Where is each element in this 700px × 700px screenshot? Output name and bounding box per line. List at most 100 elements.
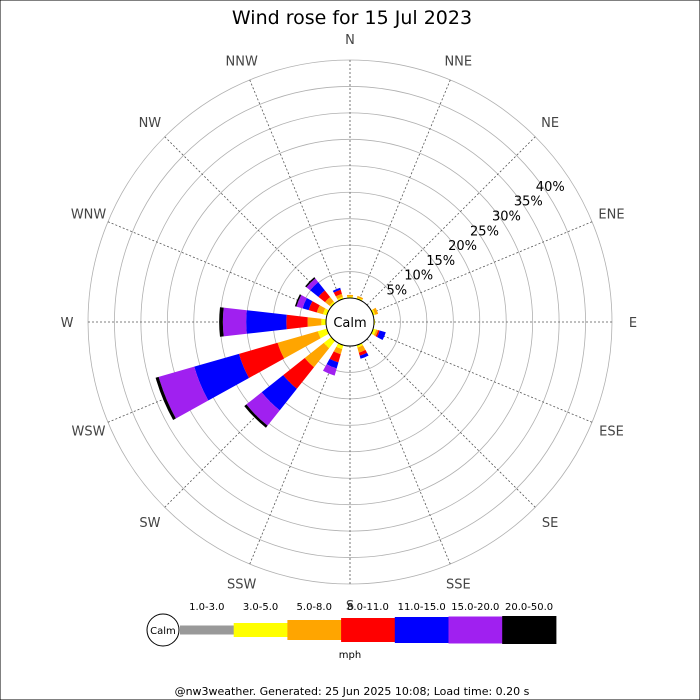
wind-bar-wnw-bin4	[302, 298, 313, 311]
radial-tick-label: 30%	[492, 209, 521, 224]
wind-bar-ese-bin1	[370, 328, 377, 336]
wind-bar-wsw-bin2	[277, 331, 321, 359]
wind-bar-sw-bin4	[261, 375, 297, 411]
direction-label-nne: NNE	[444, 55, 472, 70]
calm-center: Calm	[325, 297, 375, 347]
legend-bin-label: 15.0-20.0	[451, 602, 499, 613]
direction-label-s: S	[346, 599, 354, 614]
legend-calm-label: Calm	[150, 626, 176, 637]
direction-label-sse: SSE	[446, 577, 471, 592]
legend-swatch-3	[341, 618, 396, 642]
wind-bar-nw-bin5	[306, 278, 319, 291]
direction-label-ssw: SSW	[227, 577, 257, 592]
legend-swatch-6	[502, 616, 557, 644]
wind-bar-sw-bin5	[246, 392, 280, 426]
wind-bar-wsw-bin3	[238, 342, 285, 378]
legend-bin-label: 20.0-50.0	[505, 602, 553, 613]
radial-tick-labels: 5%10%15%20%25%30%35%40%	[386, 180, 564, 299]
wind-bar-sse-bin2	[357, 345, 366, 353]
direction-label-ne: NE	[541, 116, 559, 131]
wind-bar-w-bin5	[222, 307, 247, 337]
wind-bar-sse-bin3	[358, 349, 368, 356]
wind-bar-wsw-bin4	[194, 353, 249, 401]
wind-bar-wnw-bin2	[316, 305, 326, 315]
wind-bar-w-bin1	[321, 318, 327, 326]
radial-tick-label: 25%	[470, 224, 499, 239]
radial-tick-label: 20%	[448, 239, 477, 254]
polar-grid	[87, 59, 613, 585]
wind-bar-wnw-bin3	[308, 301, 320, 313]
wind-bar-sw-bin3	[283, 358, 314, 389]
grid-ring	[166, 138, 534, 506]
wind-bar-sse-bin1	[356, 342, 363, 348]
wind-bar-wnw-bin6	[294, 294, 302, 307]
radial-tick-label: 40%	[536, 180, 565, 195]
legend-bin-label: 3.0-5.0	[243, 602, 278, 613]
wind-bar-nne-bin2	[357, 295, 364, 300]
calm-circle	[325, 297, 375, 347]
direction-label-nw: NW	[139, 116, 162, 131]
wind-bar-wnw-bin5	[296, 294, 307, 309]
wind-bar-ssw-bin5	[322, 364, 337, 376]
direction-label-sw: SW	[139, 516, 160, 531]
direction-label-nnw: NNW	[226, 55, 258, 70]
wind-bar-ene-bin1	[370, 309, 376, 316]
direction-label-wsw: WSW	[72, 424, 106, 439]
wind-bar-ene-bin2	[372, 307, 379, 315]
legend-swatch-1	[233, 623, 288, 637]
footer-text: @nw3weather. Generated: 25 Jun 2025 10:0…	[175, 685, 530, 698]
legend-swatch-0	[180, 625, 235, 635]
wind-bar-ese-bin3	[375, 330, 380, 337]
legend-swatch-2	[287, 620, 342, 640]
wind-bar-sw-bin6	[244, 404, 268, 428]
wind-bar-nnw-bin3	[333, 289, 342, 297]
direction-label-w: W	[61, 316, 74, 331]
wind-bar-w-bin3	[286, 314, 308, 330]
legend-bin-label: 1.0-3.0	[189, 602, 224, 613]
wind-bar-nnw-bin4	[332, 287, 341, 293]
wind-bar-ese-bin2	[373, 329, 379, 337]
legend-calm-circle	[146, 613, 180, 647]
wind-bar-nw-bin3	[318, 290, 331, 303]
chart-title: Wind rose for 15 Jul 2023	[232, 7, 472, 29]
legend-bin-label: 5.0-8.0	[297, 602, 332, 613]
wind-bar-w-bin2	[307, 317, 322, 327]
legend-bin-label: 8.0-11.0	[347, 602, 389, 613]
direction-label-ene: ENE	[598, 208, 624, 223]
wind-bar-nnw-bin1	[337, 296, 344, 302]
wind-bar-nnw-bin2	[335, 293, 343, 300]
calm-label: Calm	[333, 316, 366, 331]
legend-swatch-4	[394, 617, 449, 643]
radial-tick-label: 5%	[386, 283, 407, 298]
legend-bin-label: 11.0-15.0	[398, 602, 446, 613]
direction-label-se: SE	[542, 516, 558, 531]
legend-swatch-5	[448, 616, 503, 644]
wind-bar-nw-bin4	[310, 282, 325, 297]
direction-label-wnw: WNW	[71, 208, 107, 223]
direction-label-ese: ESE	[599, 424, 624, 439]
wind-bar-ssw-bin3	[329, 351, 341, 363]
wind-bar-sw-bin2	[304, 342, 330, 368]
wind-bar-ese-bin4	[377, 330, 386, 341]
wind-bar-wsw-bin1	[317, 328, 330, 339]
direction-label-e: E	[629, 316, 637, 331]
wind-bar-nw-bin6	[305, 277, 316, 288]
wind-bar-sse-bin4	[359, 352, 369, 359]
wind-bar-nw-bin1	[329, 301, 336, 308]
wind-bar-nw-bin2	[325, 297, 334, 306]
direction-label-n: N	[345, 33, 355, 48]
radial-tick-label: 15%	[426, 254, 455, 269]
wind-bars	[155, 277, 386, 428]
wind-bar-w-bin4	[246, 310, 287, 334]
wind-bar-ssw-bin2	[333, 346, 343, 355]
radial-tick-label: 10%	[404, 269, 433, 284]
wind-bar-w-bin6	[219, 307, 224, 337]
speed-legend: Calm 1.0-3.0 3.0-5.0 5.0-8.0 8.0-11.0 11.0-15…	[146, 602, 557, 647]
unit-label: mph	[339, 650, 361, 661]
wind-bar-n-bin2	[346, 294, 354, 297]
wind-bar-wsw-bin5	[158, 366, 209, 419]
direction-labels: N NNE NE ENE E ESE SE SSE S SSW SW WSW W WNW NW NNW	[61, 33, 638, 614]
wind-bar-sw-bin1	[323, 336, 336, 349]
wind-bar-wsw-bin6	[155, 376, 176, 421]
